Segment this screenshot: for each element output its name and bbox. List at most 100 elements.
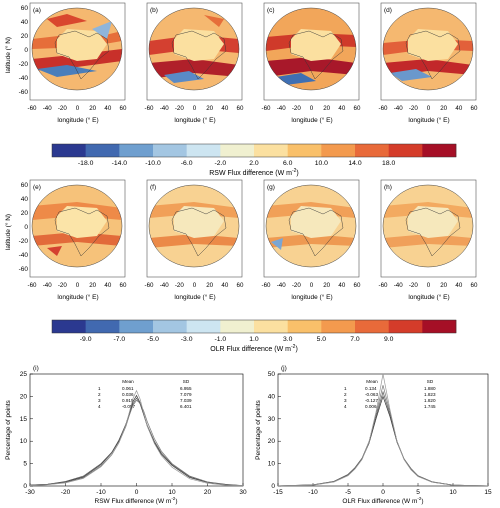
table-cell: 1.880 [424,386,436,391]
x-tick: -40 [394,282,404,289]
x-tick: 40 [338,282,345,289]
y-tick-label: 20 [268,438,276,445]
x-tick-label: -30 [25,489,35,496]
x-tick-label: 30 [239,489,247,496]
x-tick-label: -15 [273,489,283,496]
colorbar-label-sup: -2 [292,168,297,174]
x-tick: -40 [43,105,53,112]
colorbar-label: OLR Flux difference (W m-2) [210,344,298,353]
colorbar-swatch [254,320,288,333]
x-axis-label: longitude (° E) [57,293,98,301]
map-disk [31,7,123,91]
y-tick: -40 [19,252,29,259]
table-cell: 0.061 [122,386,134,391]
x-tick: 60 [471,105,478,112]
table-cell: 1 [98,386,101,391]
x-axis-label: RSW Flux difference (W m-2) [95,496,178,505]
colorbar-swatch [388,144,423,157]
table-cell: 4 [98,404,101,409]
panel-label: (e) [33,184,41,191]
map-panel-f: (f) [146,179,243,278]
colorbar-swatch [287,144,322,157]
coastline [54,30,110,80]
series-line-4 [29,389,244,486]
x-axis-label: longitude (° E) [291,116,332,124]
x-tick: 60 [354,282,361,289]
colorbar-swatch [186,320,221,333]
y-axis-label: latitude (° N) [4,37,12,73]
colorbar-label-end: ) [295,346,297,353]
x-tick: 20 [89,282,96,289]
panel-label: (b) [150,7,158,14]
x-tick: 40 [455,282,462,289]
y-axis-label: Percentage of points [5,399,12,459]
y-tick: 40 [21,196,29,203]
x-tick-label: 15 [484,489,492,496]
colorbar-tick: -9.0 [80,336,92,343]
x-axis-label: longitude (° E) [174,116,215,124]
x-tick: -40 [277,282,287,289]
y-tick-label: 50 [268,371,276,378]
colorbar-swatch [220,320,255,333]
y-tick: -20 [19,61,29,68]
colorbar-olr: -9.0 -7.0 -5.0 -3.0 -1.0 1.0 3.0 5.0 7.0 9.0 OLR F… [51,319,457,353]
map-panel-c: (c) [263,2,360,101]
x-tick: -20 [175,282,185,289]
x-tick: -20 [409,105,419,112]
panel-label: (f) [150,184,156,191]
x-tick: -20 [175,105,185,112]
table-header-mean: Mean [122,379,134,384]
colorbar-tick: 6.0 [283,160,293,167]
x-tick: 0 [76,282,80,289]
colorbar-swatch [85,144,120,157]
x-tick: -60 [379,105,389,112]
x-tick: -20 [409,282,419,289]
colorbar-label-sup: -2 [291,344,296,350]
x-tick: 0 [310,105,314,112]
series-line-3 [277,385,489,487]
y-tick-label: 20 [20,393,28,400]
x-tick: 40 [104,105,111,112]
colorbar-swatch [153,144,187,157]
y-tick: -60 [19,266,29,273]
y-tick: 40 [21,19,29,26]
x-tick: 0 [310,282,314,289]
colorbar-label-end: ) [296,170,298,177]
x-tick: 20 [440,282,447,289]
table-cell: 0.036 [122,392,134,397]
x-tick: 60 [237,282,244,289]
y-tick-label: 25 [20,371,28,378]
map-panel-e: (e) [29,179,126,278]
y-tick-label: 0 [271,483,275,490]
y-tick: 60 [21,5,29,12]
map-row-2: (e) (f) [29,179,477,278]
colorbar-swatch [119,320,154,333]
colorbar-swatch [119,144,154,157]
y-tick-label: 10 [268,461,276,468]
table-cell: 3 [344,398,347,403]
x-tick-label: 0 [381,489,385,496]
stats-table: Mean SD 1 0.061 6.955 2 0.036 7.079 3 0.… [98,379,192,409]
table-cell: -0.127 [365,398,378,403]
colorbar-swatch [355,320,389,333]
x-tick: 40 [221,105,228,112]
map-row-1-axes: latitude (° N) 60 40 20 0 -20 -40 -60 -6… [4,5,478,124]
colorbar-swatch [287,320,322,333]
y-tick: 0 [24,224,28,231]
x-tick: 60 [354,105,361,112]
x-tick: 0 [76,105,80,112]
x-tick: 20 [89,105,96,112]
panel-label: (d) [384,7,392,14]
x-axis-label: longitude (° E) [57,116,98,124]
map-row-1: (a) (b) [29,2,477,101]
colorbar-swatch [388,320,423,333]
x-tick: 0 [427,105,431,112]
table-cell: 0.134 [365,386,377,391]
x-tick: -60 [145,282,155,289]
series-line-1 [29,394,244,486]
colorbar-label: RSW Flux difference (W m-2) [209,168,299,177]
colorbar-label-text: RSW Flux difference (W m [209,170,292,177]
colorbar-tick: 9.0 [384,336,394,343]
colorbar-tick: -10.0 [145,160,161,167]
